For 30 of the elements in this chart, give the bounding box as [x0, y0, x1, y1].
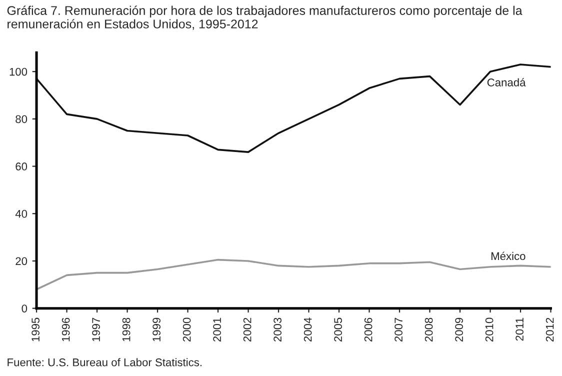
y-tick-label: 60: [16, 162, 28, 170]
x-tick-label: 1995: [32, 318, 40, 342]
x-tick-label: 2001: [213, 318, 222, 342]
x-tick-label: 2002: [243, 318, 252, 342]
x-tick-label: 2007: [394, 318, 402, 342]
x-tick-label: 2009: [455, 318, 463, 342]
x-tick-label: 2003: [274, 318, 282, 342]
chart-title: Gráfica 7. Remuneración por hora de los trabajadores manufactureros como porcentaje de la remuneración en Estados Unidos, 1995-2012: [7, 6, 522, 30]
x-tick-label: 2008: [424, 318, 433, 342]
x-tick-label: 2004: [304, 318, 312, 342]
line-series: [36, 64, 551, 153]
y-tick-label: 40: [15, 210, 28, 218]
x-tick-label: 2005: [334, 318, 342, 342]
x-tick-label: 1998: [122, 318, 130, 342]
source-note: Fuente: U.S. Bureau of Labor Statistics.: [8, 358, 202, 366]
y-tick-label: 20: [16, 257, 28, 266]
series-label: Canadá: [487, 78, 526, 86]
x-tick-label: 2006: [364, 318, 372, 342]
y-tick-label: 0: [22, 304, 28, 312]
x-tick-label: 1999: [152, 318, 161, 342]
x-tick-label: 2012: [546, 318, 554, 342]
line-series: [36, 258, 551, 290]
x-tick-label: 1996: [62, 318, 70, 342]
y-tick-label: 80: [16, 115, 28, 124]
x-tick-label: 2000: [182, 318, 191, 342]
x-tick-label: 2011: [516, 318, 524, 341]
x-tick-label: 2010: [485, 318, 494, 342]
series-label: México: [491, 252, 526, 260]
x-tick-label: 1997: [92, 318, 100, 342]
y-tick-label: 100: [10, 68, 28, 76]
